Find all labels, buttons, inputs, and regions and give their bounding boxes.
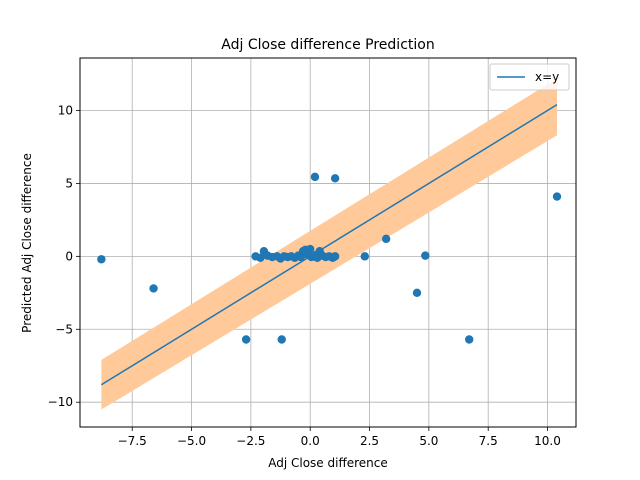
- scatter-point: [381, 234, 391, 244]
- scatter-point: [310, 172, 320, 182]
- fit-line-group: [100, 104, 558, 386]
- x-tick-label: −7.5: [118, 434, 147, 448]
- x-tick-label: 10.0: [534, 434, 561, 448]
- scatter-point: [330, 252, 340, 261]
- x-tick-label: 5.0: [419, 434, 438, 448]
- x-equals-y-line: [100, 104, 558, 386]
- scatter-point: [330, 174, 340, 183]
- y-tick-label: 0: [65, 249, 73, 263]
- scatter-point: [241, 335, 251, 344]
- y-tick-label: 10: [58, 104, 73, 118]
- y-tick-label: −5: [55, 322, 73, 336]
- scatter-point: [256, 253, 265, 263]
- scatter-point: [360, 252, 369, 261]
- legend-label: x=y: [535, 70, 559, 84]
- x-tick-label: −2.5: [236, 434, 265, 448]
- y-tick-label: 5: [65, 176, 73, 190]
- data-points: [97, 172, 562, 344]
- scatter-point: [306, 244, 315, 254]
- y-ticks: −10 −5 0 5 10: [48, 104, 80, 409]
- x-tick-label: 2.5: [360, 434, 379, 448]
- x-tick-label: 7.5: [479, 434, 498, 448]
- scatter-point: [465, 335, 474, 344]
- scatter-point: [412, 288, 422, 298]
- y-axis-label: Predicted Adj Close difference: [20, 153, 34, 333]
- scatter-point: [149, 284, 158, 293]
- x-axis-label: Adj Close difference: [268, 456, 388, 470]
- x-tick-label: 0.0: [301, 434, 320, 448]
- scatter-point: [277, 335, 286, 344]
- plot-frame: [79, 57, 577, 428]
- scatter-point: [552, 192, 562, 201]
- chart-title: Adj Close difference Prediction: [221, 37, 434, 53]
- y-tick-label: −10: [48, 395, 73, 409]
- scatter-point: [421, 251, 430, 260]
- scatter-point: [97, 255, 106, 264]
- x-ticks: −7.5 −5.0 −2.5 0.0 2.5 5.0 7.5 10.0: [118, 427, 561, 448]
- x-tick-label: −5.0: [177, 434, 206, 448]
- legend: x=y: [489, 63, 570, 91]
- legend-box: [489, 63, 570, 91]
